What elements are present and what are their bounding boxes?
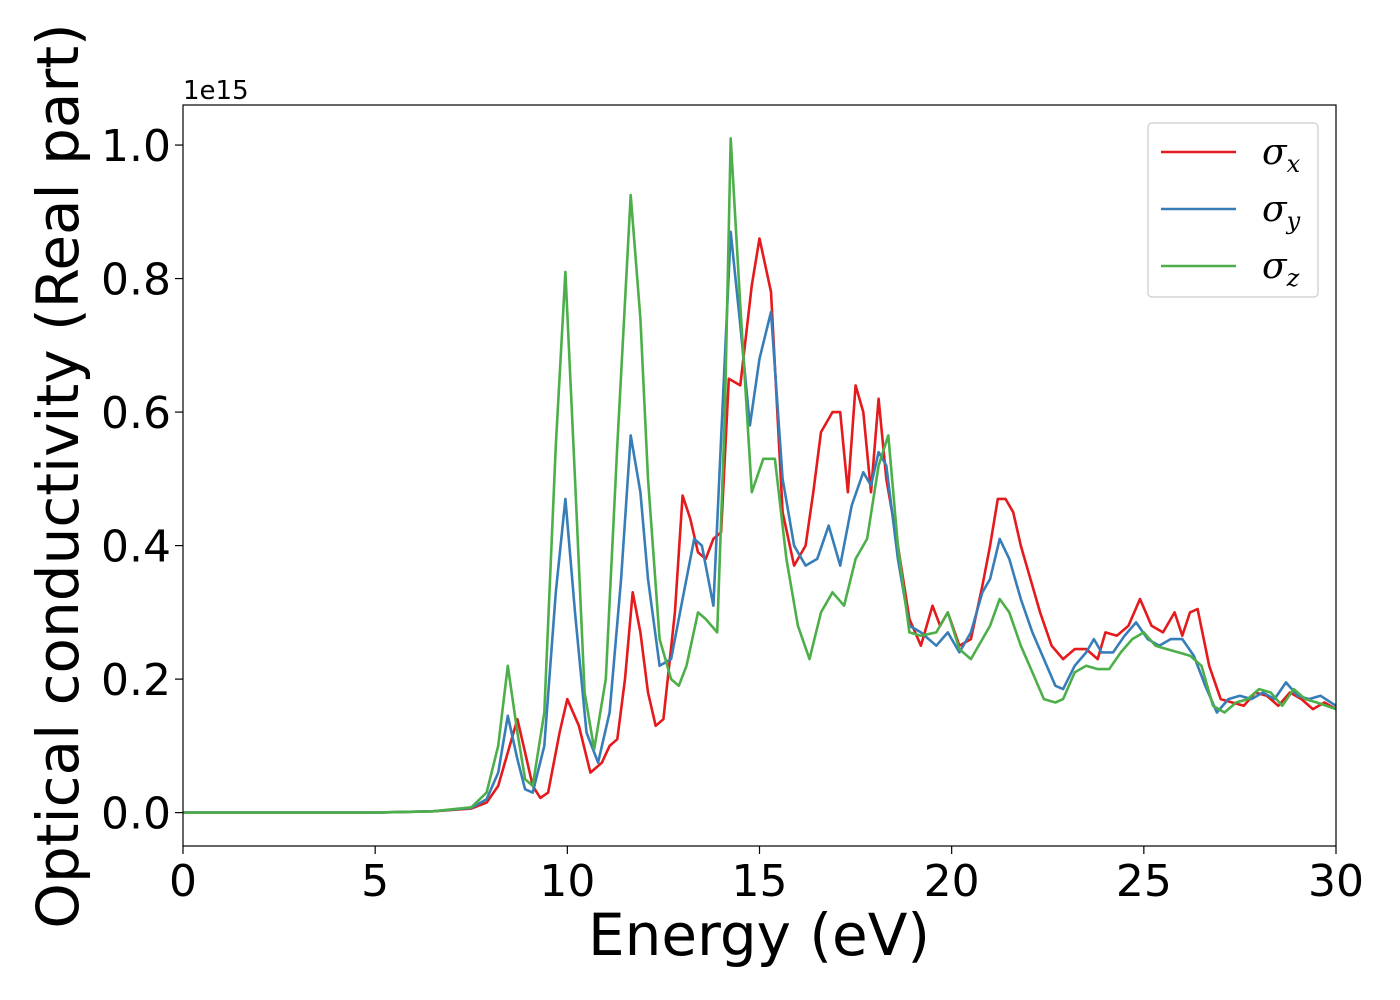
series-lines [183,137,1337,814]
x-tick-label: 25 [1116,856,1172,907]
y-tick-label: 0.6 [101,388,171,439]
y-tick-label: 1.0 [101,121,171,172]
x-axis: 0 5 10 15 20 25 30 [169,846,1364,907]
x-tick-label: 10 [539,856,595,907]
series-line-x [183,237,1337,814]
series-line-z [183,137,1337,814]
x-tick-label: 5 [361,856,389,907]
y-offset-label: 1e15 [183,76,249,106]
series-line-y [183,230,1337,814]
x-axis-title: Energy (eV) [588,901,930,969]
x-tick-label: 30 [1308,856,1364,907]
y-tick-label: 0.8 [101,255,171,306]
y-axis: 0.0 0.2 0.4 0.6 0.8 1.0 [101,121,183,840]
y-tick-label: 0.2 [101,655,171,706]
y-tick-label: 0.4 [101,522,171,573]
x-tick-label: 0 [169,856,197,907]
x-tick-label: 20 [924,856,980,907]
y-tick-label: 0.0 [101,789,171,840]
y-axis-title: Optical conductivity (Real part) [24,23,92,928]
x-tick-label: 15 [732,856,788,907]
